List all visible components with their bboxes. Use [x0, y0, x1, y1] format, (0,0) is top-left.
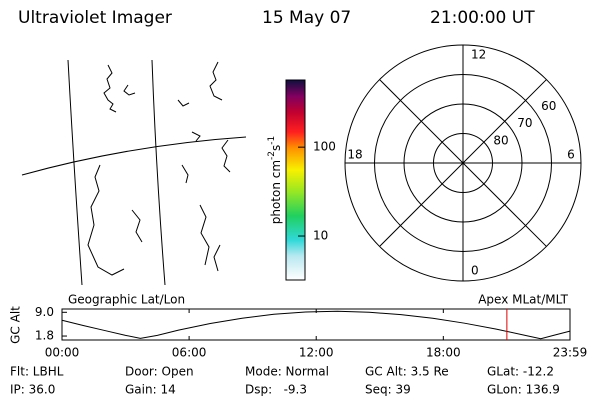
alt-panel	[61, 308, 571, 341]
x-tick-label: 18:00	[426, 346, 461, 360]
info-field: Gain: 14	[125, 383, 176, 397]
ring-label: 70	[517, 116, 532, 130]
colorbar-tick-label: 100	[313, 140, 336, 154]
y-tick-label: 9.0	[35, 305, 54, 319]
polar-ring	[403, 103, 523, 223]
x-tick-label: 00:00	[45, 346, 80, 360]
info-field: Dsp: -9.3	[245, 383, 307, 397]
x-tick-label: 23:59	[553, 346, 588, 360]
y-axis-label: GC Alt	[9, 306, 23, 344]
info-field: GLon: 136.9	[487, 383, 560, 397]
mlt-label: 12	[471, 48, 486, 62]
info-field: IP: 36.0	[10, 383, 55, 397]
info-field: Seq: 39	[365, 383, 411, 397]
ring-label: 80	[493, 133, 508, 147]
info-field: Door: Open	[125, 365, 194, 379]
y-tick-label: 1.8	[35, 329, 54, 343]
info-field: Flt: LBHL	[10, 365, 64, 379]
info-field: Mode: Normal	[245, 365, 329, 379]
colorbar-tick-label: 10	[313, 229, 328, 243]
time: 21:00:00 UT	[430, 8, 535, 28]
title: Ultraviolet Imager	[18, 8, 172, 28]
x-tick-label: 06:00	[172, 346, 207, 360]
mlt-label: 6	[567, 148, 575, 162]
x-tick-label: 12:00	[299, 346, 334, 360]
info-field: GC Alt: 3.5 Re	[365, 365, 449, 379]
altitude-line	[61, 310, 571, 340]
polar-ring	[374, 74, 552, 252]
polar-label: Apex MLat/MLT	[478, 293, 568, 307]
map	[21, 59, 247, 286]
colorbar	[285, 79, 306, 281]
polar-spoke	[379, 79, 547, 247]
polar-ring	[433, 133, 493, 193]
mlt-label: 18	[347, 148, 362, 162]
mlt-label: 0	[471, 264, 479, 278]
ring-label: 60	[541, 99, 556, 113]
info-field: GLat: -12.2	[487, 365, 554, 379]
date: 15 May 07	[262, 8, 351, 28]
colorbar-label: photon cm-2s-1	[267, 136, 283, 225]
map-label: Geographic Lat/Lon	[68, 293, 185, 307]
